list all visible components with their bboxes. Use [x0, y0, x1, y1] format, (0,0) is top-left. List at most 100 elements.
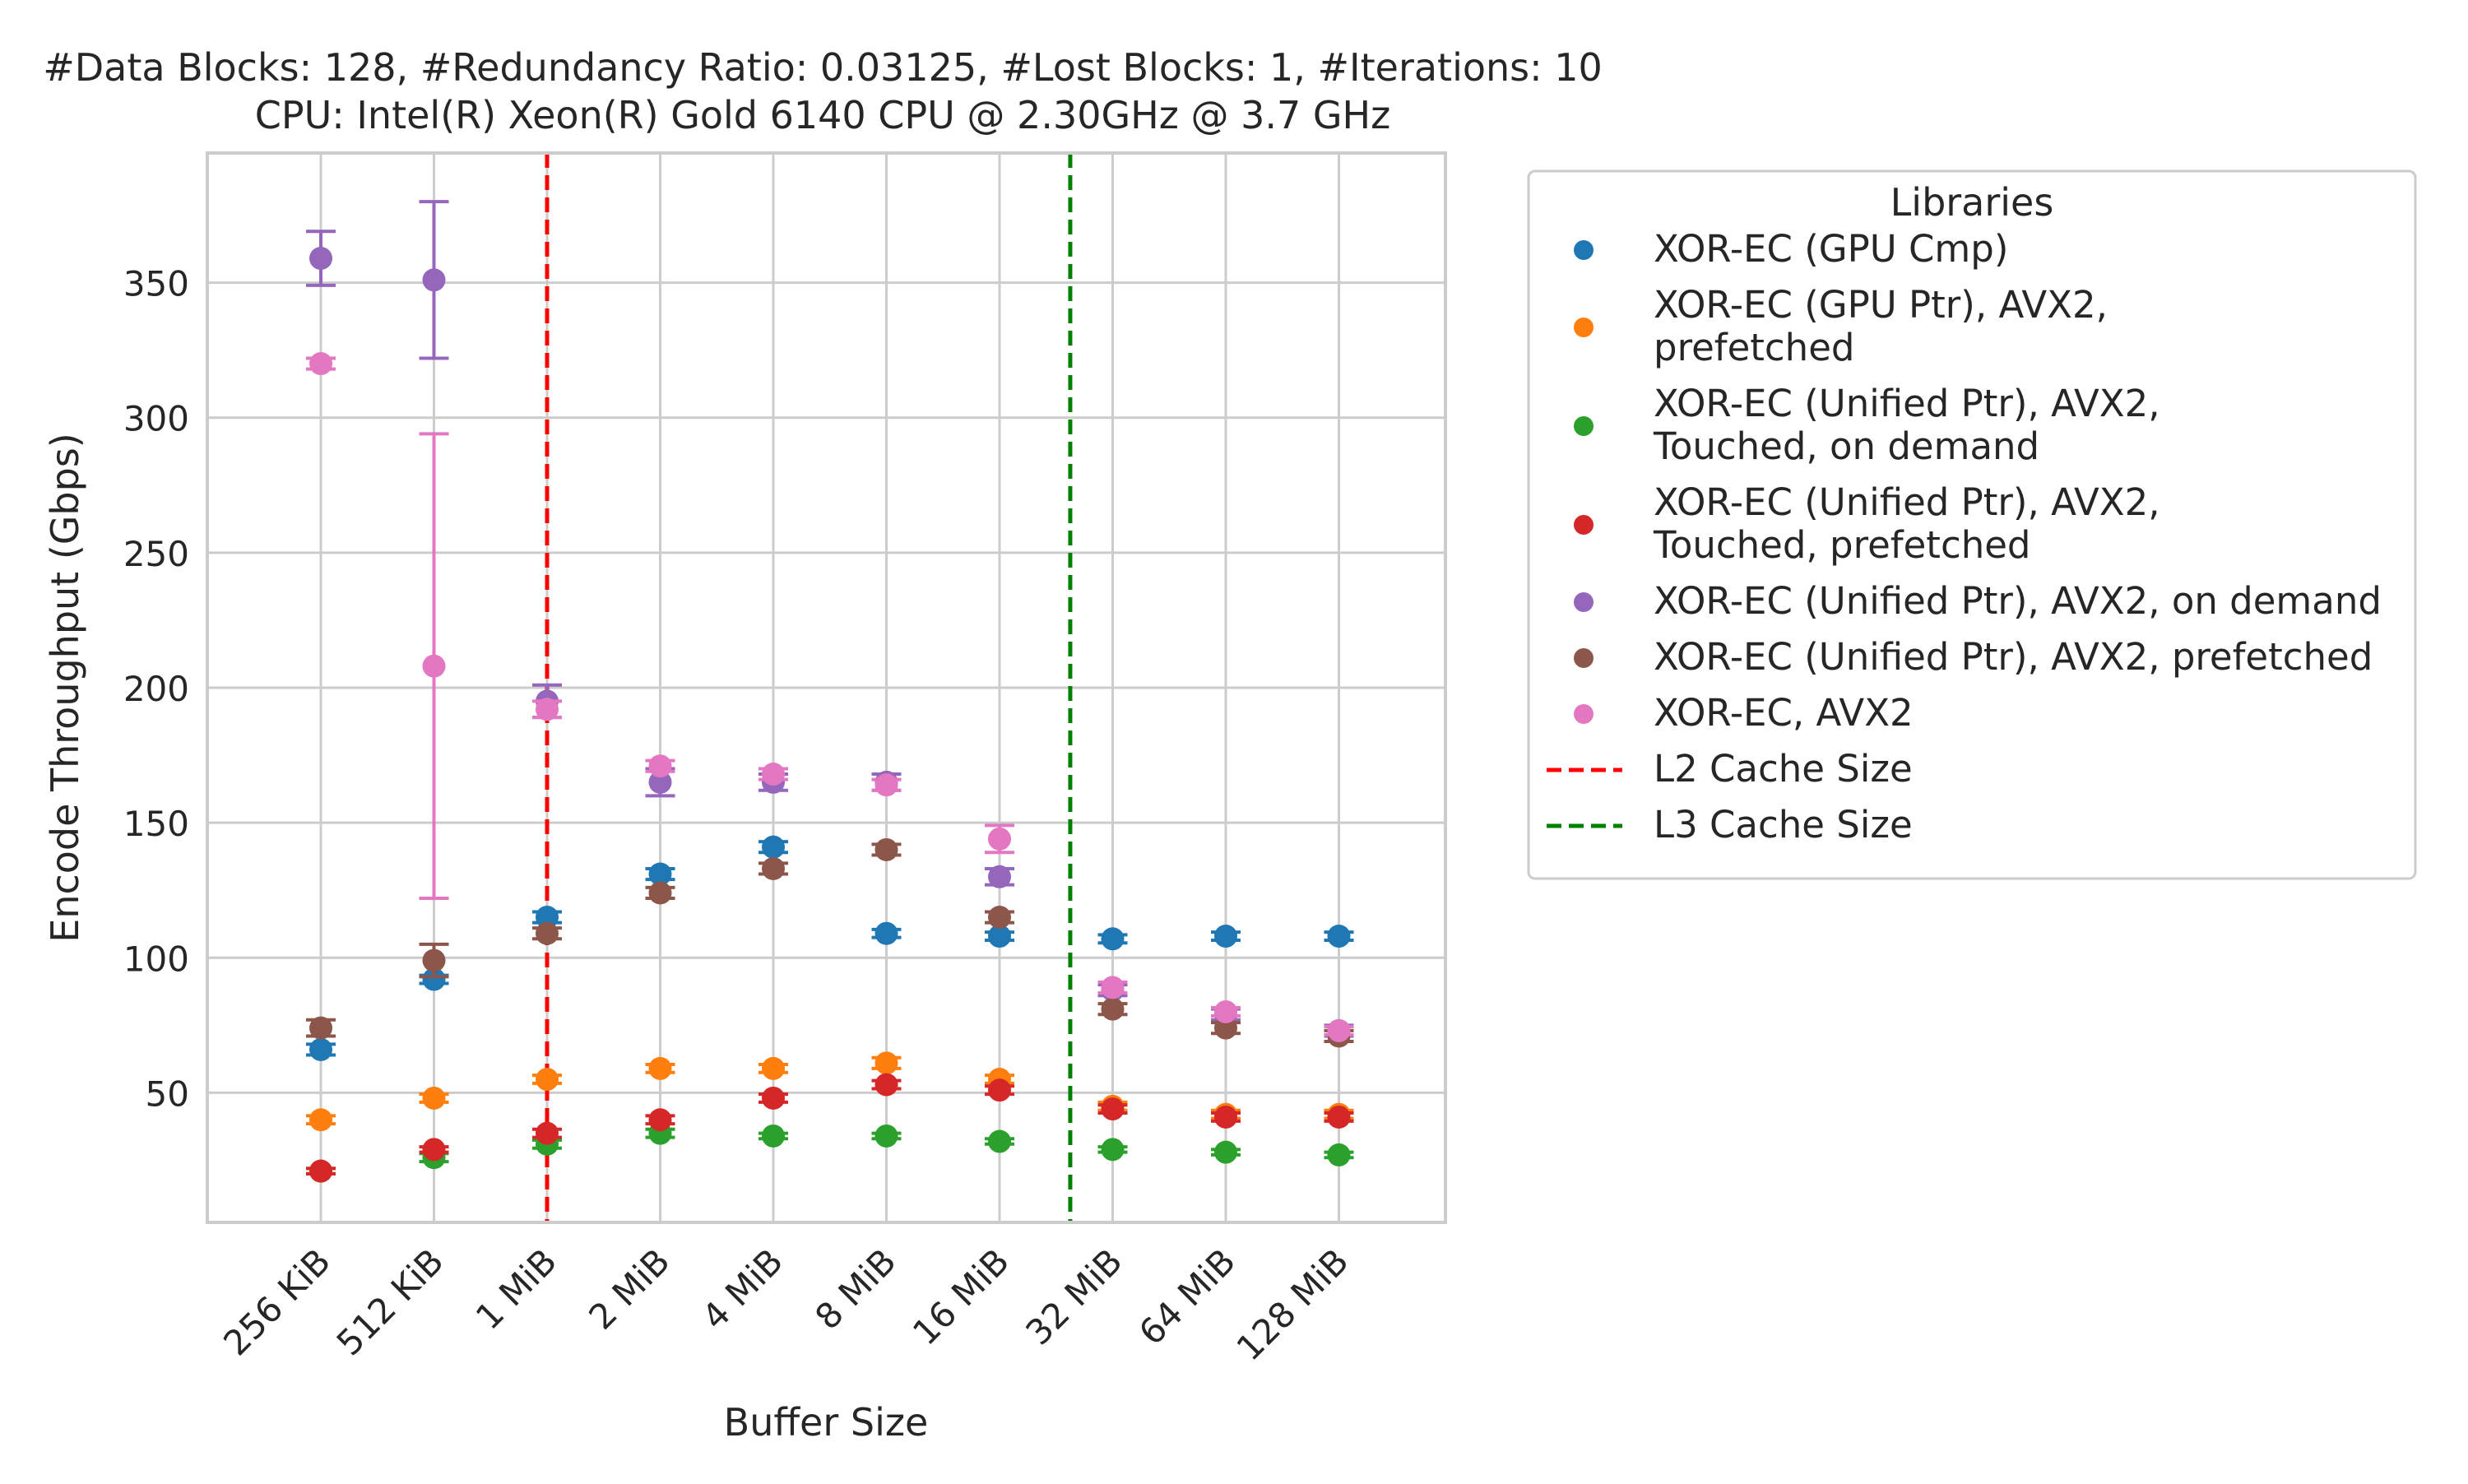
- data-point: [874, 1051, 898, 1075]
- legend-marker: [1574, 648, 1594, 668]
- data-point: [874, 773, 898, 797]
- chart-title: #Data Blocks: 128, #Redundancy Ratio: 0.…: [43, 45, 1603, 90]
- data-point: [762, 835, 785, 859]
- chart-subtitle: CPU: Intel(R) Xeon(R) Gold 6140 CPU @ 2.…: [255, 93, 1391, 137]
- data-point: [874, 1124, 898, 1148]
- data-point: [1327, 1105, 1351, 1129]
- data-point: [874, 837, 898, 861]
- data-point: [1101, 927, 1125, 951]
- y-axis-ticks: 50 100 150 200 250 300 350: [123, 264, 189, 1115]
- legend-item: XOR-EC (GPU Cmp): [1574, 227, 2008, 271]
- data-point: [1101, 976, 1125, 999]
- legend: Libraries XOR-EC (GPU Cmp) XOR-EC (GPU Pt…: [1527, 169, 2417, 880]
- legend-label: prefetched: [1654, 326, 1854, 369]
- legend-marker: [1574, 704, 1594, 724]
- legend-label: XOR-EC, AVX2: [1654, 691, 1914, 735]
- data-point: [536, 1121, 559, 1145]
- data-point: [648, 1108, 672, 1132]
- data-point: [762, 856, 785, 880]
- data-point: [648, 881, 672, 905]
- data-point: [309, 1037, 332, 1061]
- data-point: [1214, 999, 1237, 1023]
- data-point: [988, 865, 1011, 888]
- data-point: [309, 1159, 332, 1183]
- legend-marker: [1574, 592, 1594, 612]
- data-point: [762, 1086, 785, 1110]
- data-point: [648, 1056, 672, 1080]
- legend-items: XOR-EC (GPU Cmp) XOR-EC (GPU Ptr), AVX2,p…: [1547, 227, 2382, 846]
- data-point: [648, 862, 672, 886]
- y-tick-label: 50: [146, 1074, 189, 1114]
- legend-item: L3 Cache Size: [1547, 803, 1913, 846]
- data-point: [309, 352, 332, 376]
- data-point: [988, 906, 1011, 930]
- legend-marker: [1574, 515, 1594, 535]
- x-axis-label: Buffer Size: [724, 1400, 929, 1445]
- legend-item: L2 Cache Size: [1547, 747, 1913, 791]
- legend-label: Touched, prefetched: [1653, 523, 2030, 567]
- legend-marker: [1574, 240, 1594, 260]
- legend-label: XOR-EC (Unified Ptr), AVX2,: [1654, 480, 2160, 524]
- data-point: [1214, 1140, 1237, 1164]
- legend-label: L3 Cache Size: [1654, 803, 1913, 846]
- data-point: [1327, 1143, 1351, 1166]
- series-0: [306, 835, 1354, 1061]
- legend-item: XOR-EC (Unified Ptr), AVX2,Touched, pref…: [1574, 480, 2160, 567]
- data-point: [1214, 1105, 1237, 1129]
- data-point: [422, 654, 446, 678]
- data-point: [422, 967, 446, 991]
- data-point: [988, 1078, 1011, 1102]
- data-point: [536, 698, 559, 721]
- legend-label: XOR-EC (GPU Ptr), AVX2,: [1654, 283, 2108, 327]
- data-point: [309, 1016, 332, 1040]
- data-point: [874, 1073, 898, 1097]
- series-3: [306, 1073, 1354, 1183]
- data-point: [1214, 1016, 1237, 1040]
- data-point: [648, 770, 672, 794]
- data-point: [1101, 1138, 1125, 1162]
- y-tick-label: 200: [123, 669, 189, 709]
- legend-item: XOR-EC, AVX2: [1574, 691, 1914, 735]
- data-point: [309, 1108, 332, 1132]
- series-6: [306, 352, 1354, 1042]
- data-point: [422, 268, 446, 292]
- data-point: [762, 1124, 785, 1148]
- data-point: [874, 921, 898, 945]
- legend-marker: [1574, 416, 1594, 436]
- plot-frame: [206, 151, 1447, 1224]
- legend-frame: [1527, 169, 2417, 880]
- data-point: [648, 754, 672, 778]
- data-point: [988, 925, 1011, 948]
- y-axis-label: Encode Throughput (Gbps): [43, 433, 87, 943]
- data-point: [536, 906, 559, 930]
- data-point: [762, 763, 785, 786]
- data-point: [422, 1086, 446, 1110]
- data-point: [422, 1138, 446, 1162]
- y-tick-label: 150: [123, 804, 189, 844]
- data-point: [1214, 925, 1237, 948]
- data-point: [988, 827, 1011, 851]
- legend-item: XOR-EC (GPU Ptr), AVX2,prefetched: [1574, 283, 2108, 369]
- legend-label: Touched, on demand: [1653, 424, 2039, 468]
- data-point: [536, 921, 559, 945]
- data-point: [988, 1129, 1011, 1153]
- y-tick-label: 100: [123, 939, 189, 979]
- legend-item: XOR-EC (Unified Ptr), AVX2,Touched, on d…: [1574, 382, 2160, 468]
- legend-label: XOR-EC (Unified Ptr), AVX2,: [1654, 382, 2160, 425]
- y-tick-label: 300: [123, 399, 189, 439]
- data-point: [422, 948, 446, 972]
- data-point: [1327, 925, 1351, 948]
- legend-marker: [1574, 318, 1594, 337]
- data-series: [306, 200, 1354, 1183]
- legend-label: XOR-EC (Unified Ptr), AVX2, prefetched: [1654, 635, 2373, 679]
- legend-item: XOR-EC (Unified Ptr), AVX2, on demand: [1574, 579, 2382, 623]
- data-point: [309, 247, 332, 271]
- data-point: [1101, 1097, 1125, 1121]
- legend-label: L2 Cache Size: [1654, 747, 1913, 791]
- data-point: [1327, 1018, 1351, 1042]
- legend-title: Libraries: [1890, 180, 2054, 225]
- data-point: [536, 1068, 559, 1092]
- legend-item: XOR-EC (Unified Ptr), AVX2, prefetched: [1574, 635, 2373, 679]
